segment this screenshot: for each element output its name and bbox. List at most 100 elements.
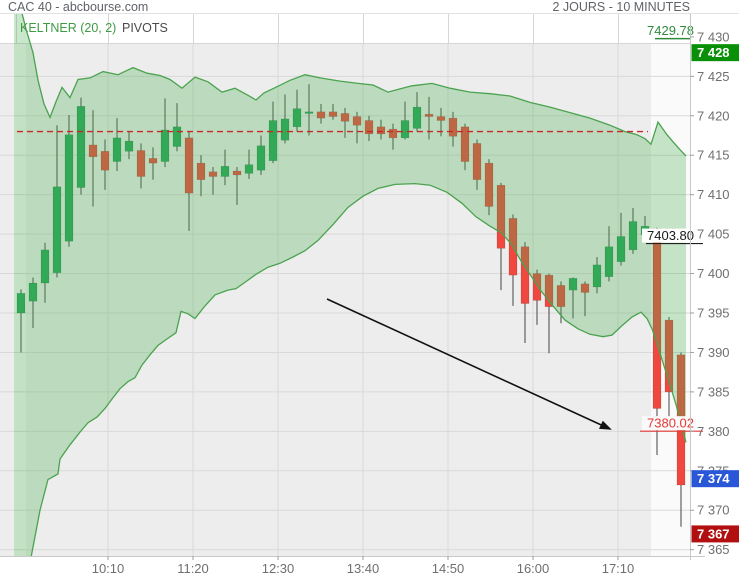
candle-down[interactable] — [472, 139, 482, 190]
candle-down[interactable] — [148, 147, 158, 180]
candle-up[interactable] — [220, 149, 230, 186]
candle-up[interactable] — [400, 101, 410, 140]
candle-down[interactable] — [316, 103, 326, 124]
chart-title: CAC 40 - abcbourse.com — [8, 0, 149, 14]
trend-arrow[interactable] — [326, 298, 612, 430]
previous-close-line-label: 7403.80 — [647, 228, 694, 243]
last-price-badge: 7 374 — [691, 470, 739, 488]
candle-down[interactable] — [100, 139, 110, 190]
candle-body — [376, 126, 386, 135]
candle-up[interactable] — [52, 125, 62, 278]
candle-down[interactable] — [580, 281, 590, 317]
candle-down[interactable] — [544, 273, 554, 354]
candle-up[interactable] — [112, 118, 122, 171]
x-tick-label: 17:10 — [602, 561, 635, 576]
candle-body — [412, 106, 422, 129]
candle-down[interactable] — [424, 96, 434, 140]
candle-up[interactable] — [568, 277, 578, 319]
candle-down[interactable] — [136, 143, 146, 189]
y-tick-label: 7 385 — [697, 384, 730, 399]
candle-up[interactable] — [628, 208, 638, 254]
candle-down[interactable] — [184, 131, 194, 231]
candle-body — [400, 120, 410, 139]
candle-body — [496, 184, 506, 249]
candle-up[interactable] — [304, 84, 314, 136]
high-price-badge-bg — [691, 44, 739, 62]
candle-up[interactable] — [592, 256, 602, 294]
x-tick-label: 16:00 — [517, 561, 550, 576]
candle-body — [364, 120, 374, 135]
candle-body — [316, 111, 326, 119]
candle-body — [184, 137, 194, 194]
legend-row-bg — [0, 14, 690, 43]
candle-body — [148, 158, 158, 164]
candle-body — [328, 111, 338, 117]
candle-down[interactable] — [232, 167, 242, 205]
candle-body — [208, 171, 218, 177]
candle-up[interactable] — [412, 92, 422, 132]
candle-body — [16, 292, 26, 314]
legend-pivots-tab[interactable]: PIVOTS — [122, 21, 168, 35]
x-tick-label: 14:50 — [432, 561, 465, 576]
previous-close-line-label-bg — [642, 228, 696, 243]
candle-down[interactable] — [520, 242, 530, 343]
candle-down[interactable] — [388, 123, 398, 150]
candle-up[interactable] — [28, 277, 38, 328]
candle-body — [292, 108, 302, 128]
candle-down[interactable] — [460, 123, 470, 171]
candle-up[interactable] — [160, 98, 170, 168]
candle-body — [616, 236, 626, 263]
candle-body — [244, 164, 254, 174]
candle-down[interactable] — [208, 167, 218, 195]
candle-up[interactable] — [292, 89, 302, 132]
candle-down[interactable] — [448, 111, 458, 147]
candle-down[interactable] — [352, 111, 362, 144]
candle-down[interactable] — [88, 110, 98, 207]
candle-up[interactable] — [616, 212, 626, 266]
candle-body — [448, 117, 458, 137]
candle-down[interactable] — [664, 316, 674, 424]
candle-body — [568, 277, 578, 291]
y-tick-label: 7 430 — [697, 29, 730, 44]
candle-up[interactable] — [268, 101, 278, 164]
candle-up[interactable] — [244, 149, 254, 179]
high-price-badge-text: 7 428 — [697, 45, 730, 60]
pivot-support-line-label: 7380.02 — [647, 416, 694, 431]
candle-up[interactable] — [40, 242, 50, 303]
candle-up[interactable] — [604, 226, 614, 282]
candle-body — [436, 116, 446, 121]
candle-down[interactable] — [496, 182, 506, 291]
candle-body — [424, 113, 434, 117]
candle-body — [592, 264, 602, 288]
candle-up[interactable] — [280, 94, 290, 144]
candle-down[interactable] — [364, 115, 374, 142]
candle-down[interactable] — [376, 119, 386, 140]
candle-down[interactable] — [196, 155, 206, 197]
x-axis[interactable]: 10:10 11:20 12:30 13:40 14:50 16:00 17:10 — [92, 556, 635, 576]
last-price-badge-text: 7 374 — [697, 471, 730, 486]
candle-up[interactable] — [76, 97, 86, 195]
candle-body — [484, 162, 494, 207]
candle-body — [64, 134, 74, 242]
candle-body — [172, 126, 182, 147]
candle-up[interactable] — [64, 114, 74, 247]
y-tick-label: 7 420 — [697, 108, 730, 123]
candle-down[interactable] — [340, 107, 350, 138]
y-tick-label: 7 425 — [697, 69, 730, 84]
candle-up[interactable] — [172, 103, 182, 152]
candle-body — [664, 319, 674, 393]
legend-keltner-tab[interactable]: KELTNER (20, 2) — [20, 21, 117, 35]
period-label[interactable]: 2 JOURS - 10 MINUTES — [552, 0, 690, 14]
candle-up[interactable] — [16, 289, 26, 353]
candle-down[interactable] — [532, 269, 542, 325]
candle-down[interactable] — [328, 103, 338, 120]
y-axis[interactable]: 7 430 7 425 7 420 7 415 7 410 7 405 7 400 7 395… — [690, 29, 730, 557]
candle-body — [52, 186, 62, 274]
candle-up[interactable] — [256, 135, 266, 175]
candle-body — [556, 285, 566, 307]
candle-up[interactable] — [124, 131, 134, 160]
candle-down[interactable] — [484, 159, 494, 216]
candle-body — [28, 282, 38, 302]
